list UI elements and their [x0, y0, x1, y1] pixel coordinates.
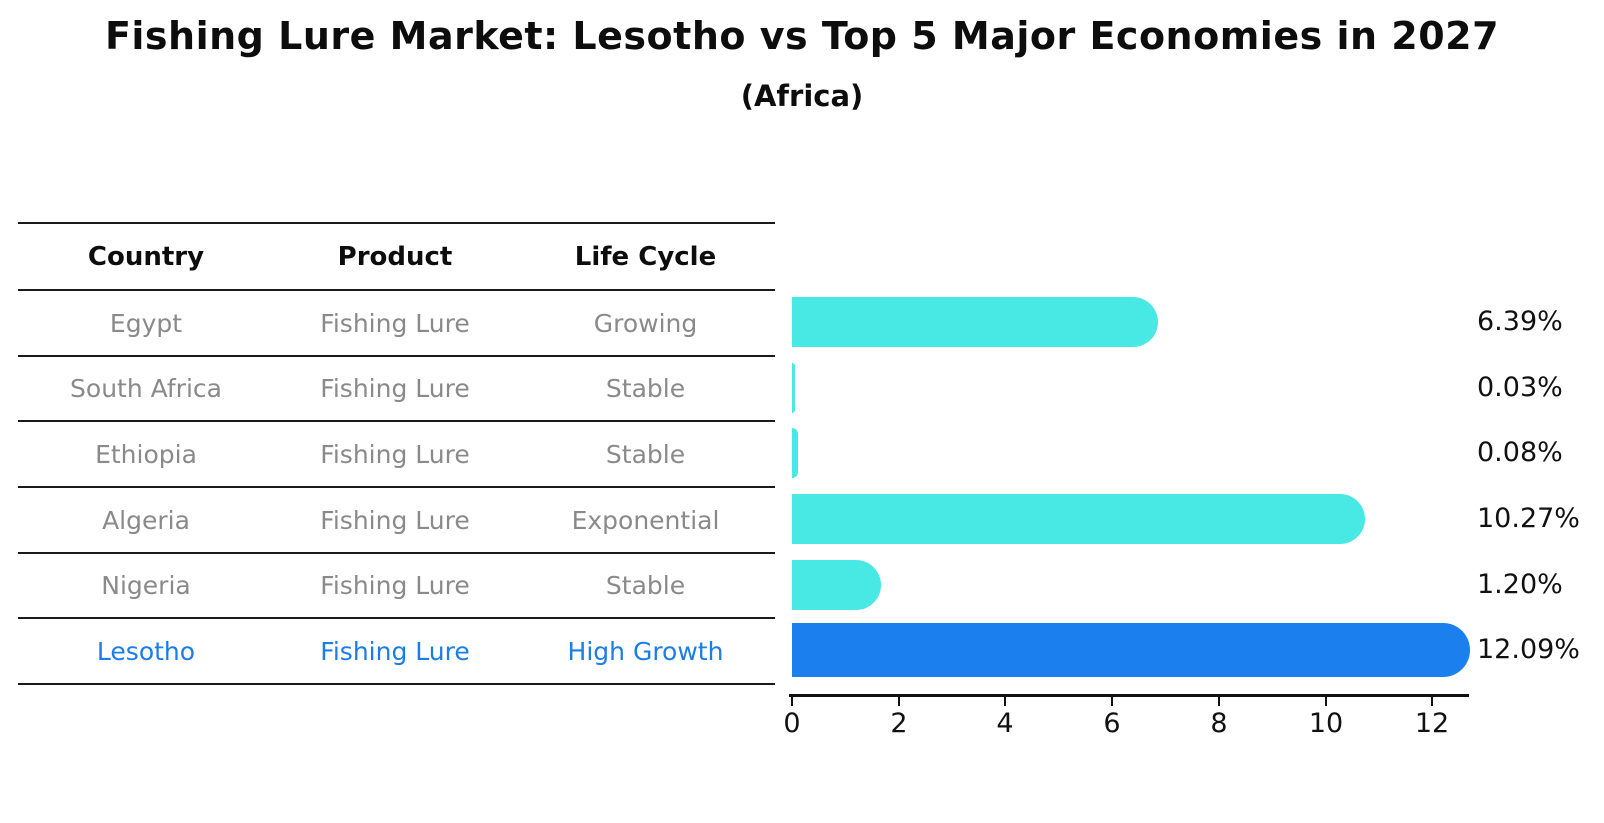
column-header-life-cycle: Life Cycle	[574, 241, 717, 272]
x-axis-tick	[1111, 697, 1113, 706]
value-label-lesotho: 12.09%	[1477, 634, 1580, 665]
x-axis-tick	[1325, 697, 1327, 706]
column-header-country: Country	[87, 241, 205, 272]
bar-ethiopia	[792, 428, 798, 478]
chart-title: Fishing Lure Market: Lesotho vs Top 5 Ma…	[104, 14, 1500, 58]
x-axis-line	[789, 694, 1469, 697]
country-cell: Egypt	[109, 308, 183, 338]
table-row: South Africa Fishing Lure Stable	[18, 357, 775, 420]
chart-subtitle: (Africa)	[740, 79, 864, 113]
x-axis-tick-label: 4	[996, 708, 1014, 739]
bar-egypt	[792, 297, 1158, 347]
value-label-south-africa: 0.03%	[1477, 372, 1563, 403]
bar-south-africa	[792, 363, 795, 413]
bar-lesotho-highlighted	[792, 623, 1470, 677]
table-row-highlighted: Lesotho Fishing Lure High Growth	[18, 619, 775, 683]
value-label-nigeria: 1.20%	[1477, 569, 1563, 600]
bar-nigeria	[792, 560, 881, 610]
country-cell: South Africa	[70, 374, 222, 403]
x-axis-tick	[1218, 697, 1220, 706]
product-cell: Fishing Lure	[320, 308, 470, 338]
country-cell: Algeria	[102, 505, 190, 535]
table-line	[18, 222, 775, 224]
x-axis-tick	[1004, 697, 1006, 706]
product-cell: Fishing Lure	[320, 636, 470, 666]
x-axis-tick-label: 6	[1103, 708, 1121, 739]
value-label-egypt: 6.39%	[1477, 306, 1563, 337]
table-row: Ethiopia Fishing Lure Stable	[18, 422, 775, 486]
value-label-ethiopia: 0.08%	[1477, 437, 1563, 468]
life-cycle-cell: Growing	[593, 308, 698, 338]
bar-algeria	[792, 494, 1365, 544]
table-row: Egypt Fishing Lure Growing	[18, 291, 775, 355]
table-line	[18, 617, 775, 619]
product-cell: Fishing Lure	[320, 439, 470, 469]
x-axis-tick	[898, 697, 900, 706]
x-axis-tick-label: 12	[1414, 708, 1450, 739]
x-axis-tick-label: 0	[783, 708, 801, 739]
product-cell: Fishing Lure	[320, 505, 470, 535]
x-axis-tick-label: 8	[1210, 708, 1228, 739]
table-line	[18, 486, 775, 488]
value-label-algeria: 10.27%	[1477, 503, 1580, 534]
table-line	[18, 683, 775, 685]
table-line	[18, 552, 775, 554]
table-row: Nigeria Fishing Lure Stable	[18, 554, 775, 617]
column-header-product: Product	[337, 241, 453, 272]
product-cell: Fishing Lure	[320, 571, 470, 600]
table-header-row: Country Product Life Cycle	[18, 224, 775, 289]
table-line	[18, 420, 775, 422]
country-cell: Ethiopia	[95, 439, 197, 469]
country-cell: Lesotho	[96, 636, 196, 666]
x-axis-tick-label: 10	[1308, 708, 1344, 739]
table-line	[18, 289, 775, 291]
life-cycle-cell: High Growth	[567, 636, 724, 666]
product-cell: Fishing Lure	[320, 374, 470, 403]
life-cycle-cell: Stable	[605, 571, 686, 600]
x-axis-tick	[791, 697, 793, 706]
life-cycle-cell: Stable	[605, 374, 686, 403]
x-axis-tick	[1431, 697, 1433, 706]
life-cycle-cell: Stable	[605, 439, 686, 469]
table-row: Algeria Fishing Lure Exponential	[18, 488, 775, 552]
country-cell: Nigeria	[101, 571, 191, 600]
table-line	[18, 355, 775, 357]
x-axis-tick-label: 2	[890, 708, 908, 739]
life-cycle-cell: Exponential	[571, 505, 720, 535]
